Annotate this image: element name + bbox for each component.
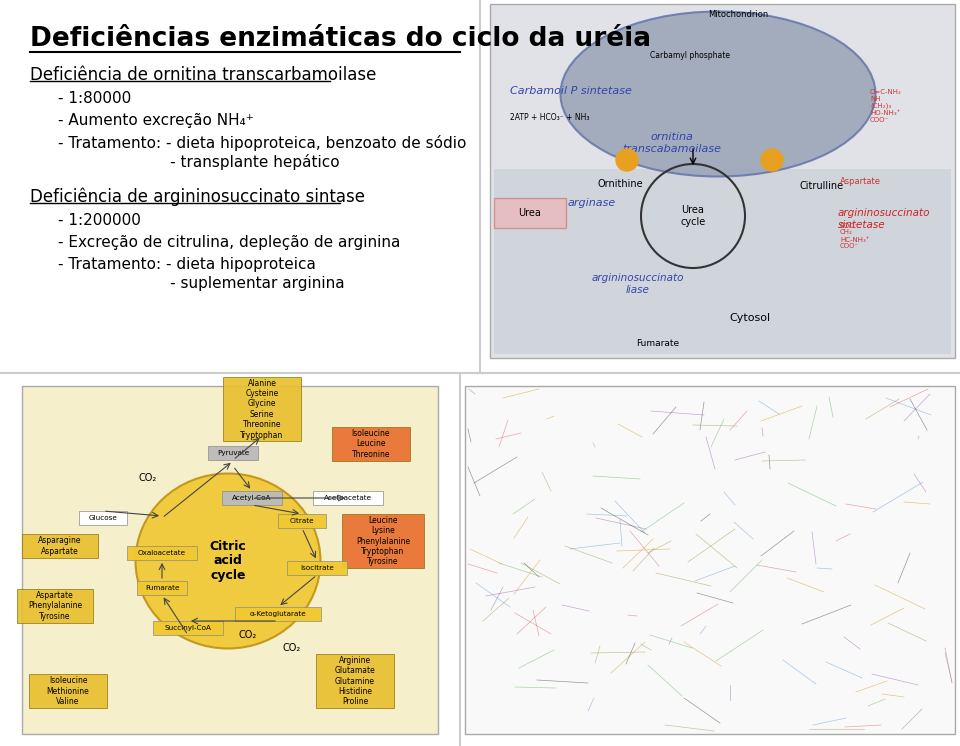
Text: argininosuccinato
liase: argininosuccinato liase [591,273,684,295]
Bar [316,654,394,708]
Text: Glucose: Glucose [88,515,117,521]
Text: Isoleucine
Methionine
Valine: Isoleucine Methionine Valine [47,676,89,706]
Bar [465,386,955,734]
Text: - 1:200000: - 1:200000 [58,213,141,228]
Text: Aspartate
Phenylalanine
Tyrosine: Aspartate Phenylalanine Tyrosine [28,591,82,621]
Text: Alanine
Cysteine
Glycine
Serine
Threonine
Tryptophan: Alanine Cysteine Glycine Serine Threonin… [240,378,283,439]
Text: α-Ketoglutarate: α-Ketoglutarate [250,611,306,617]
Text: Urea: Urea [518,208,541,218]
Circle shape [761,149,783,171]
Text: Cytosol: Cytosol [730,313,771,323]
Text: - Aumento excreção NH₄⁺: - Aumento excreção NH₄⁺ [58,113,253,128]
Text: Urea
cycle: Urea cycle [681,205,706,227]
Text: Succinyl-CoA: Succinyl-CoA [164,625,211,631]
Bar [342,514,424,568]
Text: - transplante hepático: - transplante hepático [58,154,340,170]
Text: - Excreção de citrulina, depleção de arginina: - Excreção de citrulina, depleção de arg… [58,235,400,250]
Bar [332,427,410,461]
Text: CO₂: CO₂ [283,643,301,653]
Text: Isocitrate: Isocitrate [300,565,334,571]
Bar [127,546,197,560]
Bar [490,4,955,358]
Text: Oxaloacetate: Oxaloacetate [138,550,186,556]
Text: Leucine
Lysine
Phenylalanine
Tryptophan
Tyrosine: Leucine Lysine Phenylalanine Tryptophan … [356,515,410,566]
Text: Citrulline: Citrulline [800,181,844,191]
Text: arginase: arginase [568,198,616,208]
Bar [137,581,187,595]
Ellipse shape [135,474,321,648]
Bar [235,607,321,621]
Text: ornitina
transcabamoilase: ornitina transcabamoilase [622,132,722,154]
Text: Ornithine: Ornithine [597,179,643,189]
Bar [494,198,566,228]
Bar [313,491,383,505]
Text: Fumarate: Fumarate [145,585,180,591]
Text: Asparagine
Aspartate: Asparagine Aspartate [38,536,82,556]
Bar [79,511,127,525]
Ellipse shape [561,11,876,177]
Text: Pyruvate: Pyruvate [217,450,250,456]
Bar [494,169,951,354]
Text: CO₂: CO₂ [239,630,257,640]
Circle shape [616,149,638,171]
Text: - 1:80000: - 1:80000 [58,91,132,106]
Text: argininosuccinato
sintetase: argininosuccinato sintetase [838,208,930,230]
Text: 2ATP + HCO₃⁻ + NH₃: 2ATP + HCO₃⁻ + NH₃ [510,113,589,122]
Bar [287,561,347,575]
Bar [22,386,438,734]
Bar [223,377,301,441]
Text: Citric
acid
cycle: Citric acid cycle [209,539,247,583]
Bar [29,674,107,708]
Text: COO⁻
CH₂
HC-NH₃⁺
COO⁻: COO⁻ CH₂ HC-NH₃⁺ COO⁻ [840,222,870,249]
Text: CO₂: CO₂ [139,473,157,483]
Text: O=C-NH₂
NH
(CH₂)₃
HO-NH₃⁺
COO⁻: O=C-NH₂ NH (CH₂)₃ HO-NH₃⁺ COO⁻ [870,89,901,123]
Text: Aspartate: Aspartate [840,177,881,186]
Text: Arginine
Glutamate
Glutamine
Histidine
Proline: Arginine Glutamate Glutamine Histidine P… [335,656,375,706]
Text: Citrate: Citrate [290,518,314,524]
Text: Carbamyl phosphate: Carbamyl phosphate [650,51,730,60]
Text: - Tratamento: - dieta hipoproteica, benzoato de sódio: - Tratamento: - dieta hipoproteica, benz… [58,135,467,151]
Text: Mitochondrion: Mitochondrion [708,10,768,19]
Text: Deficiência de argininosuccinato sintase: Deficiência de argininosuccinato sintase [30,188,365,207]
Bar [153,621,223,635]
Bar [208,446,258,460]
Text: Fumarate: Fumarate [636,339,680,348]
Text: Carbamoil P sintetase: Carbamoil P sintetase [510,86,632,96]
Text: Acetoacetate: Acetoacetate [324,495,372,501]
Text: Isoleucine
Leucine
Threonine: Isoleucine Leucine Threonine [351,429,391,459]
Bar [278,514,326,528]
Text: - suplementar arginina: - suplementar arginina [58,276,345,291]
Bar [22,534,98,558]
Text: - Tratamento: - dieta hipoproteica: - Tratamento: - dieta hipoproteica [58,257,316,272]
Text: Acetyl-CoA: Acetyl-CoA [232,495,272,501]
Bar [222,491,282,505]
Text: Deficiência de ornitina transcarbamoilase: Deficiência de ornitina transcarbamoilas… [30,66,376,84]
Bar [17,589,93,623]
Text: Deficiências enzimáticas do ciclo da uréia: Deficiências enzimáticas do ciclo da uré… [30,26,651,52]
